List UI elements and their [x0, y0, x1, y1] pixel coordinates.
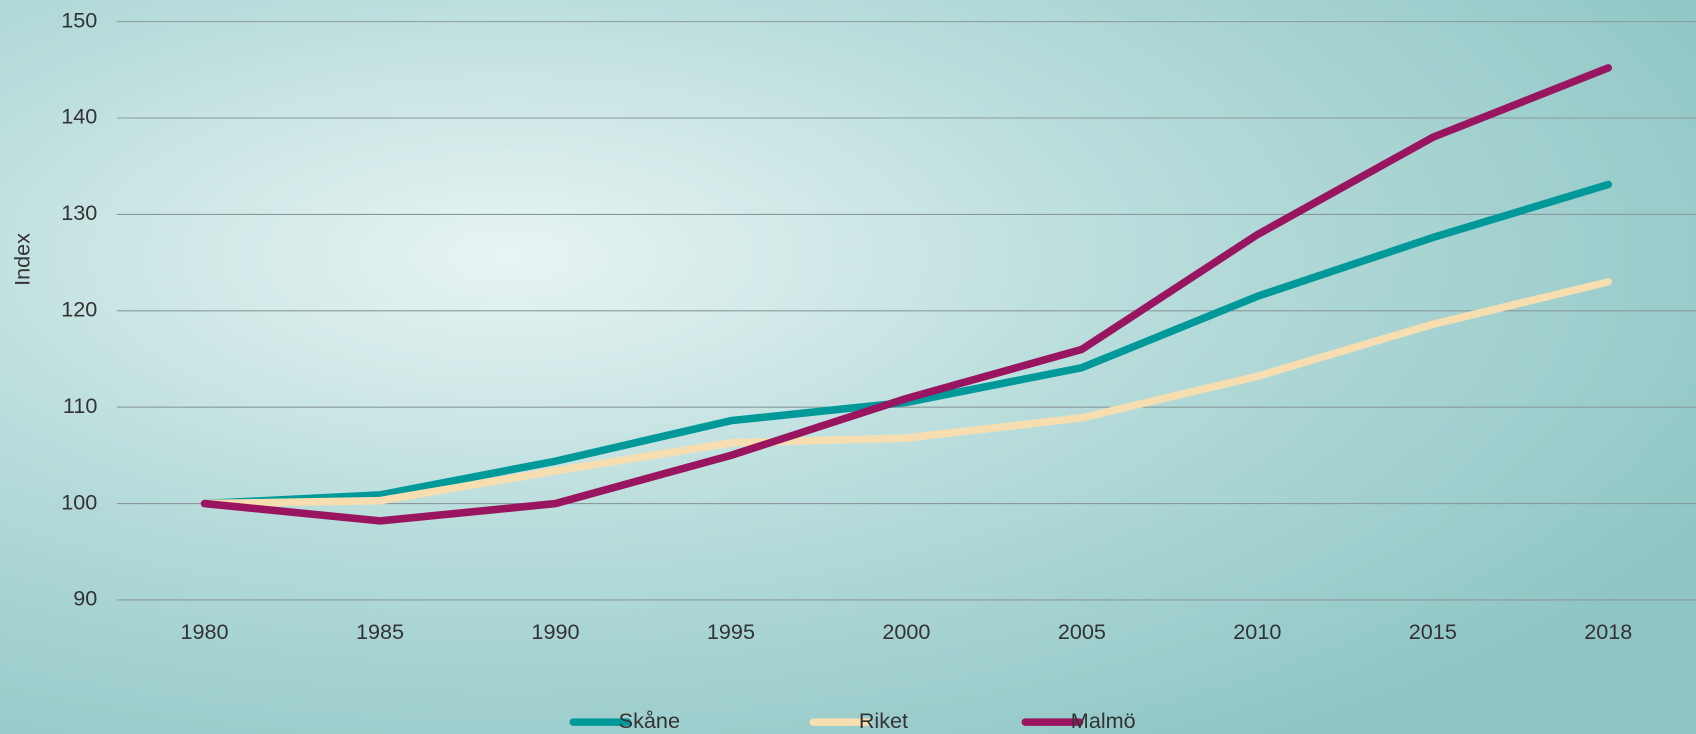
y-tick-label: 110	[63, 393, 97, 418]
x-tick-label: 2010	[1233, 619, 1281, 644]
y-tick-label: 90	[73, 586, 97, 611]
y-axis-label: Index	[10, 233, 35, 286]
y-tick-label: 140	[61, 104, 97, 129]
legend-label: Malmö	[1071, 708, 1136, 733]
legend-label: Skåne	[619, 708, 680, 733]
x-tick-label: 1995	[707, 619, 755, 644]
series-line	[200, 64, 1613, 525]
x-tick-label: 1990	[531, 619, 579, 644]
y-tick-label: 150	[61, 7, 97, 32]
x-tick-label: 2000	[882, 619, 930, 644]
x-tick-label: 1985	[356, 619, 404, 644]
x-tick-label: 2005	[1058, 619, 1106, 644]
y-tick-label: 130	[61, 200, 97, 225]
y-tick-label: 100	[61, 489, 97, 514]
series-line	[200, 278, 1613, 508]
legend-label: Riket	[859, 708, 908, 733]
x-tick-label: 1980	[181, 619, 229, 644]
y-tick-label: 120	[61, 297, 97, 322]
x-tick-label: 2015	[1409, 619, 1457, 644]
x-tick-label: 2018	[1584, 619, 1632, 644]
